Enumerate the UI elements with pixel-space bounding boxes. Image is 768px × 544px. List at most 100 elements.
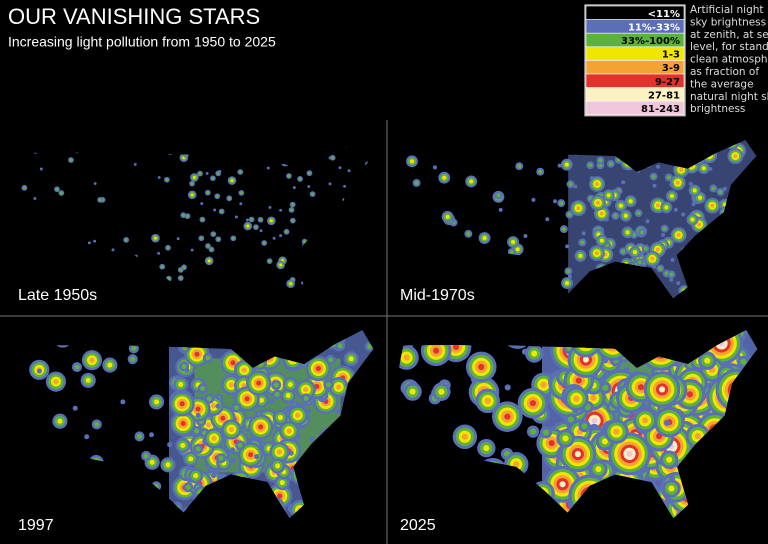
- light: [230, 457, 236, 464]
- light: [74, 364, 80, 370]
- light: [303, 240, 307, 244]
- light: [348, 356, 354, 362]
- light: [651, 174, 656, 179]
- light: [504, 384, 511, 391]
- light: [335, 408, 341, 414]
- light: [595, 200, 600, 205]
- light: [347, 169, 351, 173]
- legend-box: [584, 4, 686, 117]
- legend-description: clean atmosphere: [690, 54, 768, 66]
- light: [694, 433, 701, 440]
- legend-description: the average: [690, 78, 754, 90]
- light: [633, 250, 637, 255]
- light: [253, 454, 260, 460]
- light: [259, 229, 263, 233]
- light: [160, 265, 164, 269]
- light: [690, 217, 695, 222]
- light: [107, 362, 113, 368]
- light: [337, 343, 343, 349]
- legend: <11% 11%-33% 33%-100% 1-3 3-9 9-27 27-81 81-243…: [584, 4, 768, 117]
- light: [179, 401, 185, 407]
- light: [182, 265, 186, 269]
- light: [230, 179, 234, 182]
- light: [484, 397, 491, 404]
- light: [120, 399, 126, 405]
- light: [250, 218, 254, 221]
- light: [195, 412, 201, 418]
- light: [466, 231, 471, 236]
- light: [210, 248, 213, 251]
- light: [244, 396, 250, 402]
- light: [193, 428, 200, 434]
- light: [590, 394, 597, 401]
- light: [210, 473, 217, 479]
- light: [179, 276, 183, 280]
- light: [205, 171, 209, 175]
- light: [207, 259, 211, 263]
- light: [542, 429, 550, 436]
- light: [200, 218, 204, 222]
- light: [279, 263, 283, 267]
- light: [723, 186, 727, 191]
- light: [328, 357, 334, 363]
- light: [469, 179, 474, 184]
- light: [740, 358, 747, 365]
- light: [33, 197, 37, 200]
- light: [662, 226, 667, 231]
- title: OUR VANISHING STARS: [8, 4, 260, 29]
- light: [190, 193, 194, 197]
- light: [604, 217, 609, 222]
- light: [540, 381, 547, 388]
- light: [591, 417, 598, 424]
- light: [205, 355, 211, 361]
- light: [511, 240, 516, 245]
- light: [599, 238, 604, 243]
- panel-label: Late 1950s: [18, 287, 97, 304]
- light: [200, 385, 206, 391]
- light: [461, 433, 468, 440]
- light: [498, 207, 503, 212]
- light: [206, 191, 210, 195]
- light: [733, 154, 738, 159]
- light: [656, 164, 661, 169]
- legend-label: 1-3: [662, 50, 680, 61]
- light: [228, 426, 234, 433]
- light: [220, 210, 224, 213]
- light: [328, 156, 332, 160]
- light: [200, 202, 204, 206]
- light: [623, 213, 628, 218]
- light: [521, 348, 529, 355]
- light: [673, 207, 678, 212]
- light: [186, 214, 189, 218]
- light: [266, 166, 270, 170]
- light: [562, 435, 569, 442]
- light: [565, 281, 570, 286]
- light: [548, 439, 555, 447]
- light: [559, 481, 566, 488]
- light: [642, 417, 649, 424]
- light: [661, 233, 666, 237]
- light: [655, 247, 660, 252]
- light: [643, 246, 648, 251]
- light: [234, 405, 240, 411]
- light: [167, 277, 171, 281]
- light: [637, 260, 642, 265]
- light: [181, 213, 185, 217]
- light: [206, 244, 210, 248]
- light: [154, 236, 157, 240]
- light: [504, 413, 511, 420]
- light: [285, 393, 291, 399]
- light: [658, 266, 663, 271]
- light: [39, 167, 43, 171]
- light: [84, 434, 90, 440]
- light: [530, 428, 537, 435]
- legend-label: 81-243: [641, 104, 680, 115]
- light: [409, 159, 414, 164]
- light: [580, 240, 585, 245]
- light: [409, 388, 416, 395]
- light: [178, 381, 184, 387]
- light: [230, 447, 236, 453]
- legend-label: 27-81: [648, 90, 680, 101]
- light: [637, 384, 645, 391]
- light: [218, 455, 224, 461]
